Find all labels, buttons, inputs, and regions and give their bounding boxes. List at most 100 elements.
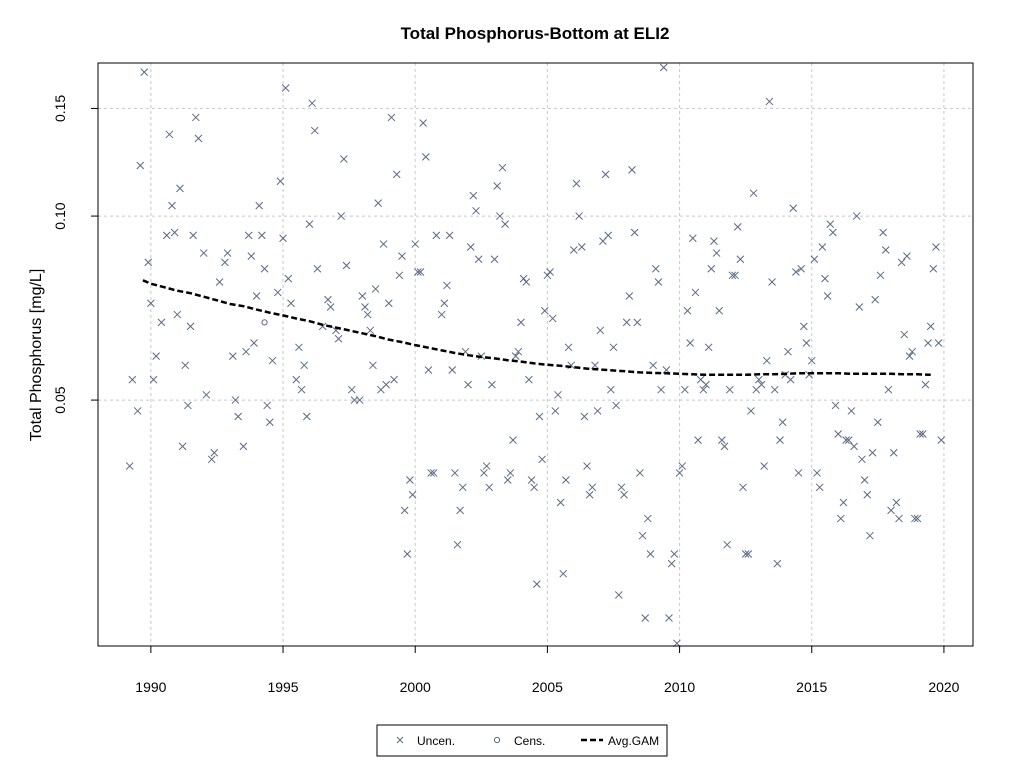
data-point-uncen [678, 462, 687, 470]
data-point-stroke [924, 339, 932, 347]
data-point-stroke [633, 318, 642, 327]
data-point-stroke [202, 390, 211, 399]
data-point-uncen [419, 119, 428, 127]
data-point-uncen [530, 483, 539, 492]
data-point-stroke [443, 281, 451, 290]
data-point-uncen [247, 252, 256, 260]
data-point-uncen [699, 385, 708, 394]
data-point-uncen [170, 228, 179, 237]
data-point-uncen [842, 436, 850, 444]
data-point-uncen [918, 430, 927, 438]
data-point-uncen [606, 385, 615, 394]
data-point-uncen [157, 318, 166, 327]
data-point-uncen [569, 246, 578, 254]
data-point-uncen [744, 550, 753, 558]
data-point-stroke [228, 352, 237, 360]
x-tick-label: 2015 [796, 679, 827, 695]
data-point-stroke [884, 385, 893, 394]
data-point-stroke [815, 483, 824, 492]
data-point-stroke [149, 375, 158, 384]
data-point-uncen [458, 483, 467, 492]
data-point-uncen [924, 339, 932, 347]
data-point-stroke [918, 430, 927, 438]
y-axis-label: Total Phosphorus [mg/L] [28, 269, 45, 442]
data-point-stroke [488, 380, 496, 389]
data-point-stroke [625, 292, 634, 300]
data-point-stroke [421, 152, 430, 161]
data-point-stroke [374, 199, 383, 207]
data-point-stroke [408, 490, 417, 499]
data-point-stroke [932, 243, 940, 251]
data-point-stroke [178, 442, 187, 451]
data-point-uncen [300, 361, 309, 370]
data-point-uncen [451, 469, 459, 477]
data-point-uncen [173, 310, 182, 319]
data-point-uncen [577, 243, 586, 251]
data-point-stroke [181, 361, 190, 370]
data-point-uncen [628, 166, 636, 174]
data-point-uncen [929, 264, 938, 273]
data-point-uncen [540, 306, 549, 315]
data-point-stroke [741, 550, 750, 558]
data-point-uncen [702, 380, 710, 389]
data-point-uncen [670, 550, 679, 558]
data-point-uncen [231, 396, 240, 404]
data-point-stroke [850, 442, 858, 451]
data-point-uncen [263, 401, 272, 410]
data-point-uncen [297, 385, 306, 394]
data-point-stroke [583, 462, 591, 470]
data-point-uncen [641, 614, 650, 622]
data-point-stroke [400, 506, 409, 515]
data-point-stroke [768, 278, 776, 286]
data-point-stroke [273, 288, 282, 297]
gam-line-group [142, 279, 931, 377]
data-point-stroke [472, 206, 480, 215]
data-point-uncen [585, 490, 594, 499]
data-point-uncen [638, 531, 647, 540]
data-point-stroke [184, 401, 192, 410]
data-point-stroke [302, 412, 311, 421]
data-point-uncen [466, 243, 475, 251]
data-point-stroke [628, 166, 636, 174]
data-point-uncen [456, 506, 465, 515]
data-point-stroke [562, 476, 570, 484]
data-point-uncen [863, 490, 872, 499]
data-points [125, 63, 946, 648]
data-point-uncen [398, 252, 406, 260]
data-point-stroke [239, 442, 248, 451]
data-point-stroke [913, 514, 922, 523]
data-point-uncen [522, 278, 531, 286]
data-point-stroke [451, 469, 459, 477]
data-point-stroke [369, 361, 377, 370]
data-point-stroke [445, 231, 454, 240]
data-point-uncen [575, 212, 583, 220]
data-point-uncen [913, 514, 922, 523]
data-point-stroke [411, 240, 420, 248]
data-point-stroke [466, 243, 475, 251]
data-point-stroke [313, 264, 322, 273]
data-point-stroke [807, 356, 816, 365]
data-point-uncen [818, 243, 827, 251]
data-point-uncen [273, 288, 282, 297]
data-point-stroke [649, 361, 657, 370]
data-point-stroke [564, 343, 573, 352]
data-point-stroke [609, 343, 618, 352]
data-point-uncen [152, 352, 161, 360]
data-point-stroke [255, 201, 264, 210]
data-point-uncen [374, 199, 383, 207]
data-point-stroke [858, 455, 866, 464]
data-point-uncen [366, 326, 375, 335]
data-point-stroke [429, 469, 438, 477]
data-point-uncen [382, 380, 390, 389]
data-point-uncen [519, 274, 528, 283]
data-point-stroke [844, 436, 853, 444]
data-point-uncen [895, 514, 903, 523]
data-point-stroke [715, 306, 724, 315]
data-point-uncen [408, 490, 417, 499]
data-point-stroke [144, 258, 153, 267]
data-point-uncen [823, 292, 832, 300]
data-point-uncen [879, 228, 887, 237]
data-point-stroke [699, 385, 708, 394]
data-point-stroke [905, 352, 914, 360]
